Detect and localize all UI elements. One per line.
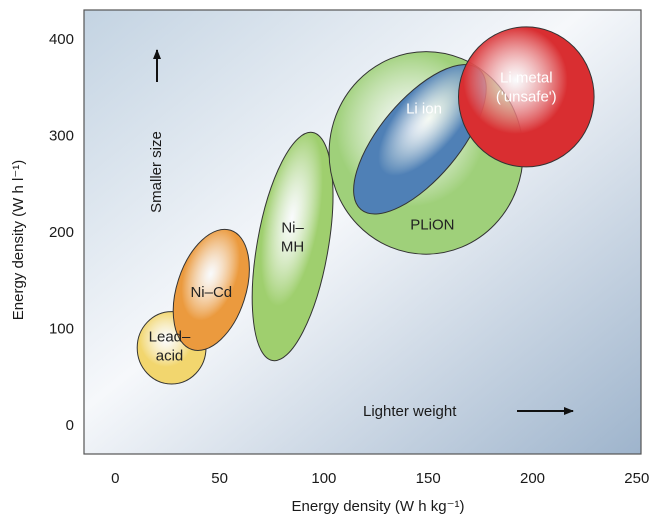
region-ni-cd (172, 228, 250, 351)
x-tick-label: 200 (520, 470, 545, 487)
x-tick-label: 0 (111, 470, 119, 487)
smaller-size-annotation: Smaller size (148, 49, 165, 213)
y-tick-label: 200 (49, 224, 74, 241)
region-label-li-metal-unsafe: Li metal ('unsafe') (496, 70, 557, 106)
smaller-size-label: Smaller size (148, 131, 165, 213)
region-label-ni-mh: Ni– MH (281, 219, 305, 255)
region-label-li-ion: Li ion (406, 101, 442, 118)
tick-labels-layer: 0 50 100 150 200 250 0 100 200 300 400 (49, 31, 649, 487)
y-tick-label: 100 (49, 321, 74, 338)
y-tick-label: 300 (49, 128, 74, 145)
regions-layer (136, 26, 595, 385)
x-tick-label: 100 (311, 470, 336, 487)
y-tick-label: 400 (49, 31, 74, 48)
x-tick-label: 150 (416, 470, 441, 487)
lighter-weight-annotation: Lighter weight (363, 403, 574, 420)
region-label-lead-acid: Lead– acid (149, 328, 191, 364)
region-ni-mh (251, 131, 334, 362)
region-labels-layer: Lead– acid Ni–Cd Ni– MH PLiON Li ion Li metal ('… (149, 70, 557, 365)
x-axis-title: Energy density (W h kg⁻¹) (292, 498, 465, 515)
y-tick-label: 0 (66, 417, 74, 434)
region-label-plion: PLiON (410, 216, 454, 233)
region-li-metal-unsafe (458, 26, 595, 168)
y-axis-title: Energy density (W h l⁻¹) (10, 160, 27, 320)
x-tick-label: 250 (624, 470, 649, 487)
lighter-weight-label: Lighter weight (363, 403, 457, 420)
x-tick-label: 50 (211, 470, 228, 487)
region-label-ni-cd: Ni–Cd (190, 284, 232, 301)
